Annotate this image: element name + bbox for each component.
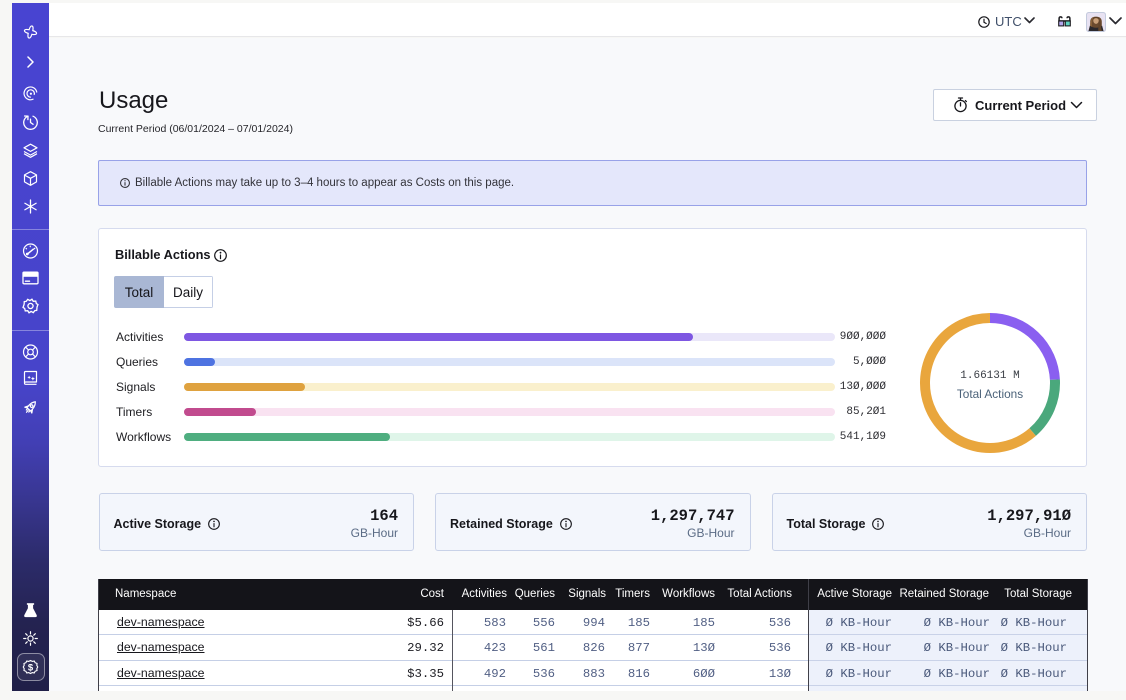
svg-text:$: $ <box>28 662 34 673</box>
